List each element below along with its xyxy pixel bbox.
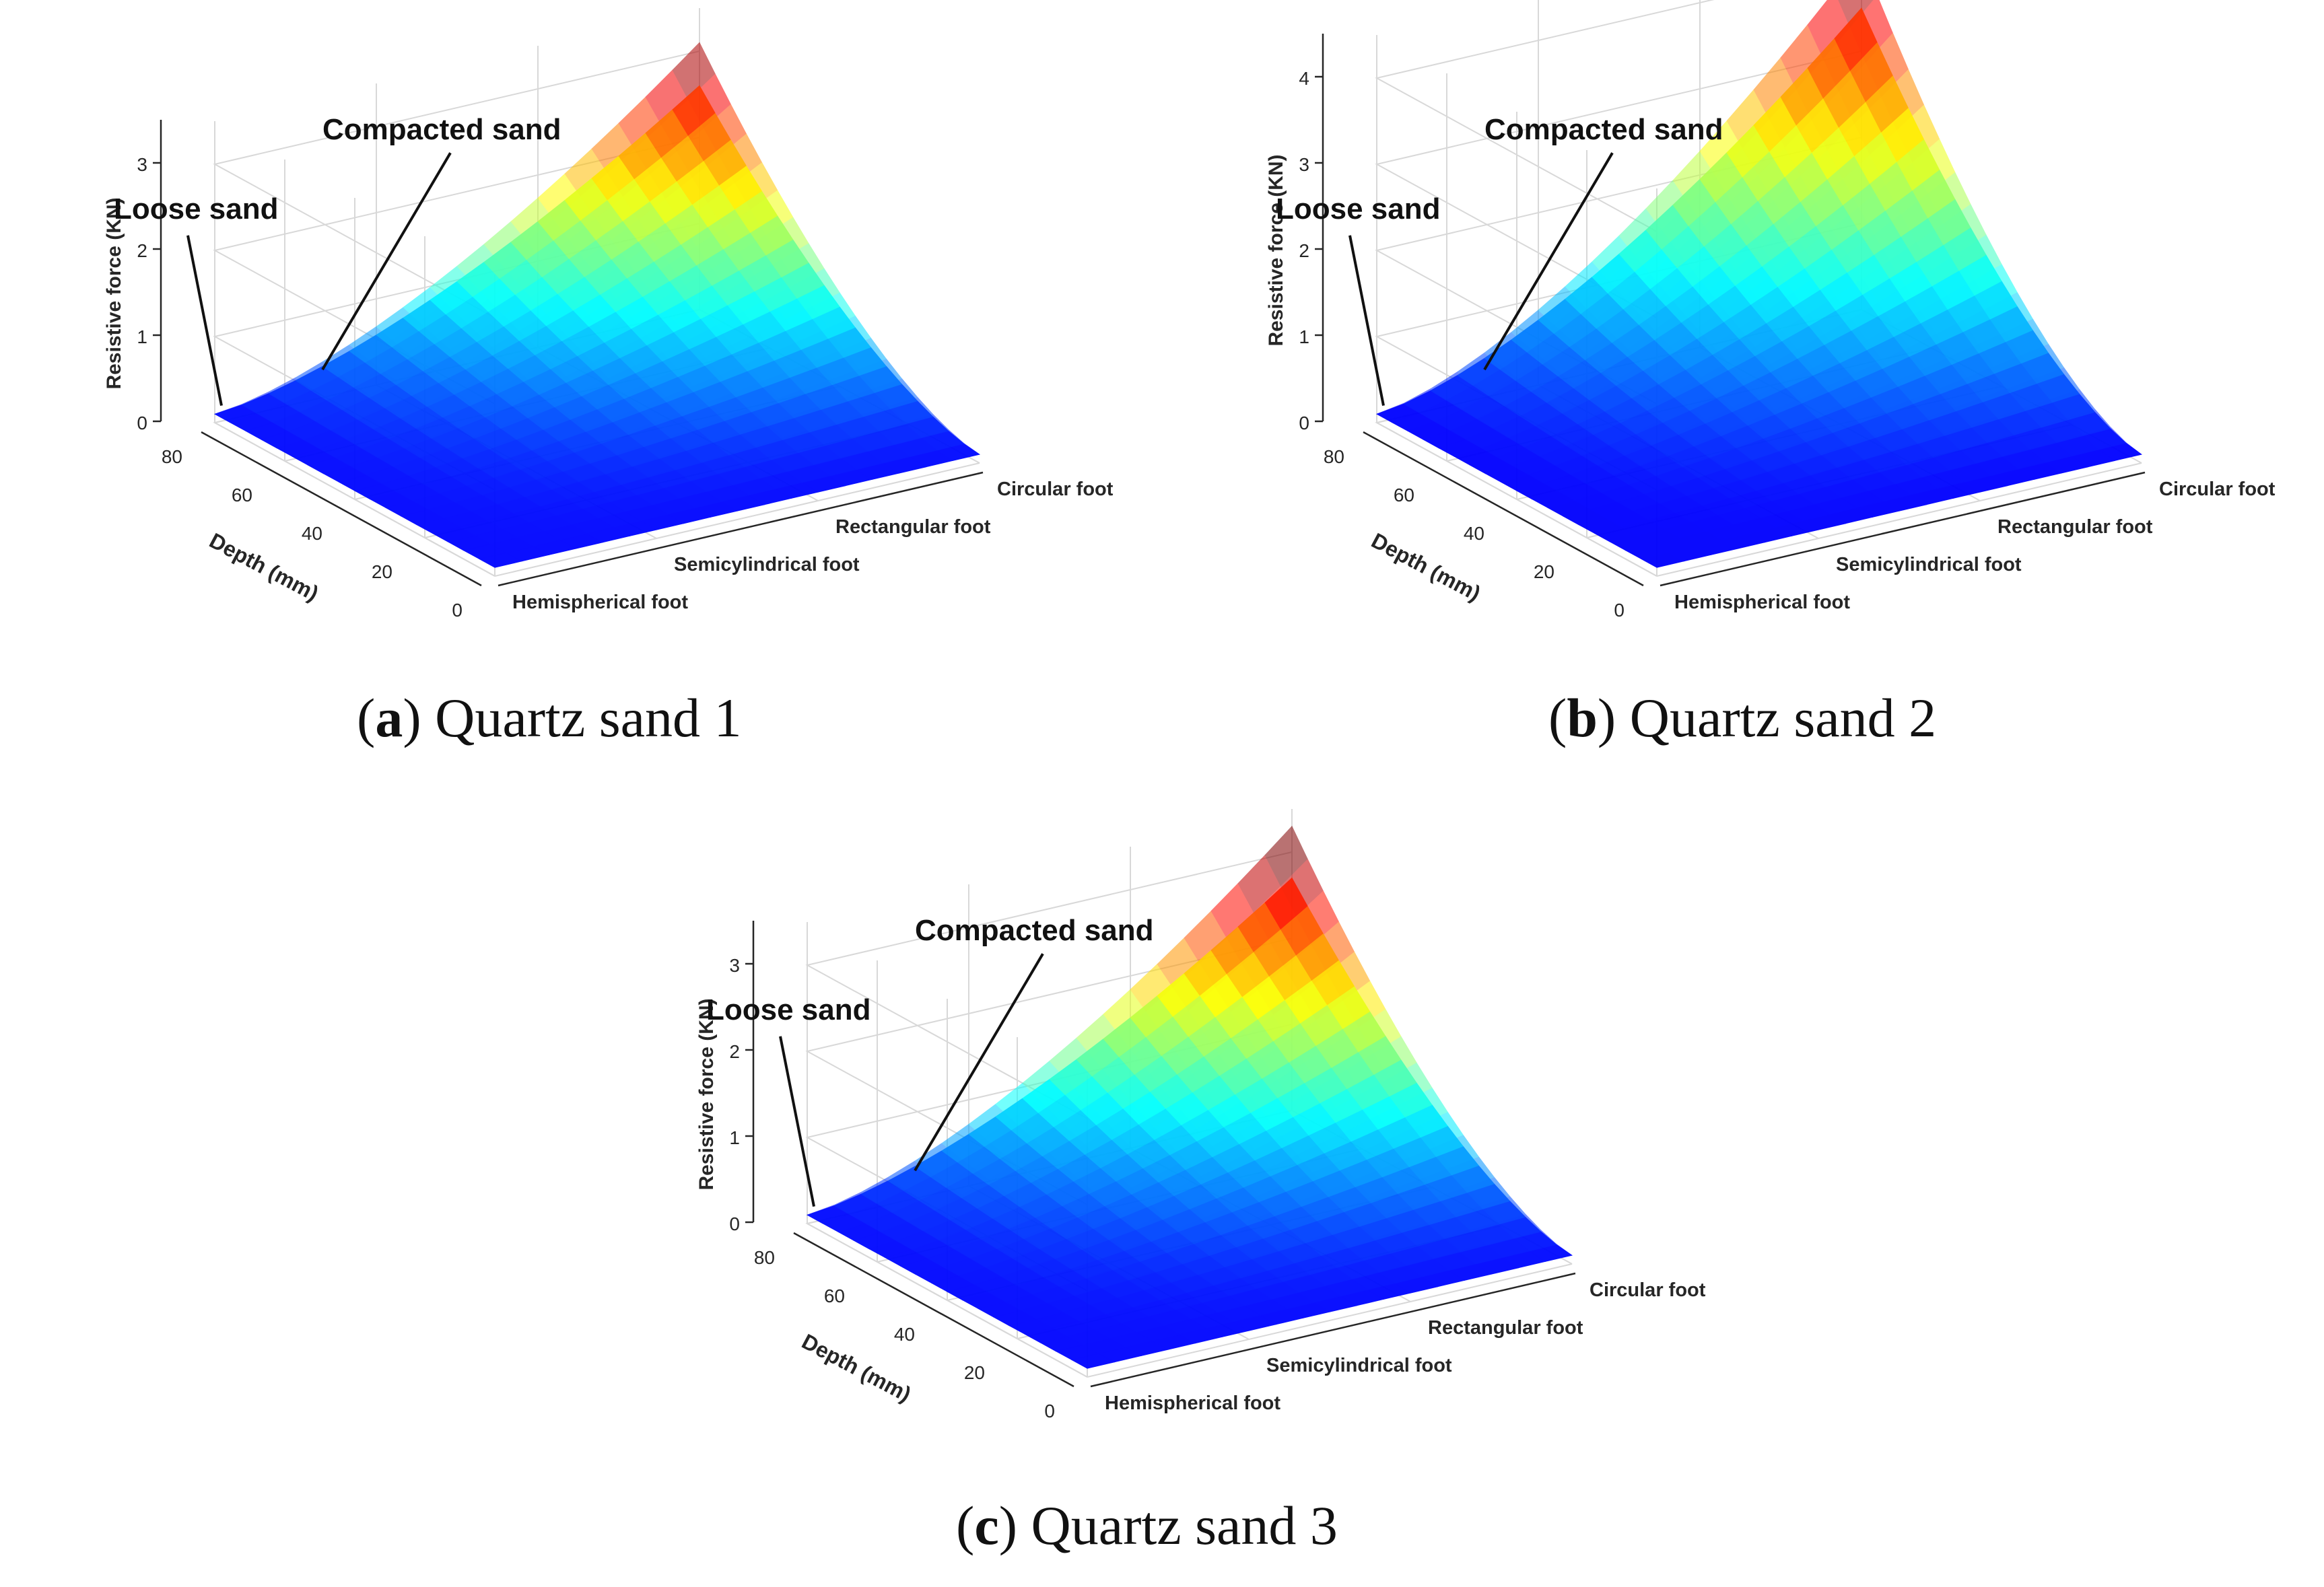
caption-c: (c) Quartz sand 3 (956, 1495, 1338, 1556)
surface-loose (807, 877, 1573, 1369)
foot-tick-label: Hemispherical foot (1674, 592, 1850, 613)
caption-letter-c: c (974, 1495, 999, 1556)
depth-tick-label: 60 (232, 485, 252, 505)
foot-tick-label: Circular foot (2159, 479, 2276, 500)
depth-tick-label: 0 (1044, 1401, 1055, 1421)
caption-b: (b) Quartz sand 2 (1548, 687, 1937, 748)
depth-tick-label: 80 (754, 1247, 775, 1268)
panel-b: 0 1 2 3 4 Resistive force (KN) 80 60 40 20 0 Depth … (1162, 0, 2324, 786)
foot-tick-label: Rectangular foot (835, 516, 991, 538)
z-tick-label: 3 (1299, 154, 1309, 175)
z-tick-label: 0 (137, 413, 147, 433)
annotation-compacted-leader (321, 152, 452, 371)
surface-loose (214, 85, 980, 568)
foot-tick-label: Semicylindrical foot (674, 554, 860, 575)
z-axis-label: Resistive force (KN) (695, 998, 718, 1190)
annotation-loose-leader (1348, 235, 1385, 407)
caption-letter-a: a (375, 687, 403, 748)
foot-tick-label: Circular foot (997, 479, 1114, 500)
depth-tick-label: 20 (372, 561, 392, 582)
caption-text-b: Quartz sand 2 (1629, 687, 1937, 748)
annotation-loose: Loose sand (1276, 192, 1441, 225)
foot-tick-label: Hemispherical foot (512, 592, 688, 613)
annotations: Compacted sand Loose sand (1276, 113, 1723, 407)
foot-tick-label: Hemispherical foot (1105, 1392, 1280, 1414)
z-axis-label: Resistive force (KN) (1265, 154, 1287, 346)
depth-tick-label: 80 (162, 446, 182, 467)
foot-tick-label: Rectangular foot (1997, 516, 2153, 538)
foot-tick-label: Semicylindrical foot (1266, 1355, 1452, 1376)
annotation-compacted-leader (1483, 152, 1614, 371)
annotation-compacted: Compacted sand (915, 914, 1154, 947)
z-tick-label: 2 (1299, 240, 1309, 261)
annotations: Compacted sand Loose sand (706, 914, 1154, 1207)
annotations: Compacted sand Loose sand (114, 113, 561, 407)
depth-tick-label: 80 (1324, 446, 1344, 467)
z-tick-label: 3 (729, 955, 740, 976)
caption-text-a: Quartz sand 1 (435, 687, 742, 748)
depth-tick-label: 20 (1534, 561, 1554, 582)
z-tick-label: 1 (1299, 326, 1309, 347)
annotation-compacted: Compacted sand (1484, 113, 1723, 146)
depth-tick-label: 60 (824, 1285, 845, 1306)
z-tick-label: 0 (729, 1213, 740, 1234)
annotation-loose: Loose sand (706, 993, 871, 1026)
z-tick-label: 1 (137, 326, 147, 347)
depth-tick-label: 40 (894, 1324, 915, 1345)
panel-a: 0 1 2 3 Resistive force (KN) 80 60 40 20 0 Depth (… (0, 0, 1162, 786)
z-tick-label: 2 (137, 240, 147, 261)
z-tick-label: 0 (1299, 413, 1309, 433)
depth-tick-label: 60 (1394, 485, 1414, 505)
annotation-compacted-leader (914, 953, 1044, 1172)
caption-text-c: Quartz sand 3 (1031, 1495, 1338, 1556)
z-tick-label: 4 (1299, 68, 1309, 89)
depth-tick-label: 0 (1614, 600, 1625, 621)
annotation-loose: Loose sand (114, 192, 279, 225)
depth-tick-label: 20 (964, 1362, 985, 1383)
caption-letter-b: b (1567, 687, 1598, 748)
panel-c: 0 1 2 3 Resistive force (KN) 80 60 40 20 0 Depth (… (592, 801, 1754, 1587)
z-tick-label: 2 (729, 1041, 740, 1062)
depth-tick-label: 0 (452, 600, 463, 621)
annotation-loose-leader (779, 1036, 815, 1207)
annotation-compacted: Compacted sand (322, 113, 561, 146)
depth-tick-label: 40 (1464, 523, 1484, 544)
annotation-loose-leader (186, 235, 223, 407)
surface-loose (1376, 7, 2142, 568)
z-tick-label: 3 (137, 154, 147, 175)
z-axis-label: Resistive force (KN) (103, 197, 125, 389)
foot-tick-label: Rectangular foot (1428, 1317, 1583, 1339)
z-tick-label: 1 (729, 1127, 740, 1148)
caption-a: (a) Quartz sand 1 (357, 687, 742, 748)
foot-tick-label: Semicylindrical foot (1836, 554, 2022, 575)
foot-tick-label: Circular foot (1590, 1279, 1706, 1301)
depth-tick-label: 40 (302, 523, 322, 544)
